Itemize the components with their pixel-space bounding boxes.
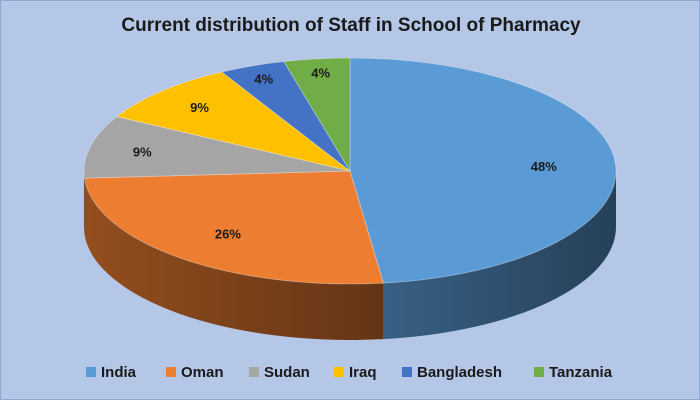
pie-side-sudan [83, 171, 85, 235]
legend: India Oman Sudan Iraq Bangladesh Tanzania [86, 364, 613, 381]
chart-title: Current distribution of Staff in School … [121, 15, 581, 36]
slice-label-iraq: 9% [190, 100, 209, 115]
legend-swatch-sudan [249, 367, 259, 377]
slice-label-oman: 26% [215, 227, 241, 242]
legend-swatch-bangladesh [402, 367, 412, 377]
legend-label-oman: Oman [181, 364, 224, 381]
slice-label-sudan: 9% [133, 144, 152, 159]
slice-labels: 48% 26% 9% 9% 4% 4% [133, 65, 557, 241]
pie-side-india [383, 171, 616, 340]
slice-label-bangladesh: 4% [254, 72, 273, 87]
pie-sides [83, 171, 616, 341]
legend-label-sudan: Sudan [264, 364, 310, 381]
pie-side-oman [84, 178, 384, 341]
legend-swatch-iraq [334, 367, 344, 377]
legend-swatch-tanzania [534, 367, 544, 377]
pie-slice-bangladesh [220, 61, 351, 172]
pie-slice-oman [84, 170, 384, 285]
legend-label-iraq: Iraq [349, 364, 377, 381]
pie-top [83, 57, 617, 285]
slice-label-tanzania: 4% [311, 65, 330, 80]
pie-slice-india [349, 57, 617, 284]
slice-label-india: 48% [531, 159, 557, 174]
legend-label-bangladesh: Bangladesh [417, 364, 502, 381]
legend-swatch-oman [166, 367, 176, 377]
legend-swatch-india [86, 367, 96, 377]
legend-label-india: India [101, 364, 137, 381]
pie-slice-tanzania [283, 57, 351, 173]
pie-slice-sudan [83, 116, 351, 179]
pie-slice-iraq [115, 71, 351, 172]
legend-label-tanzania: Tanzania [549, 364, 613, 381]
